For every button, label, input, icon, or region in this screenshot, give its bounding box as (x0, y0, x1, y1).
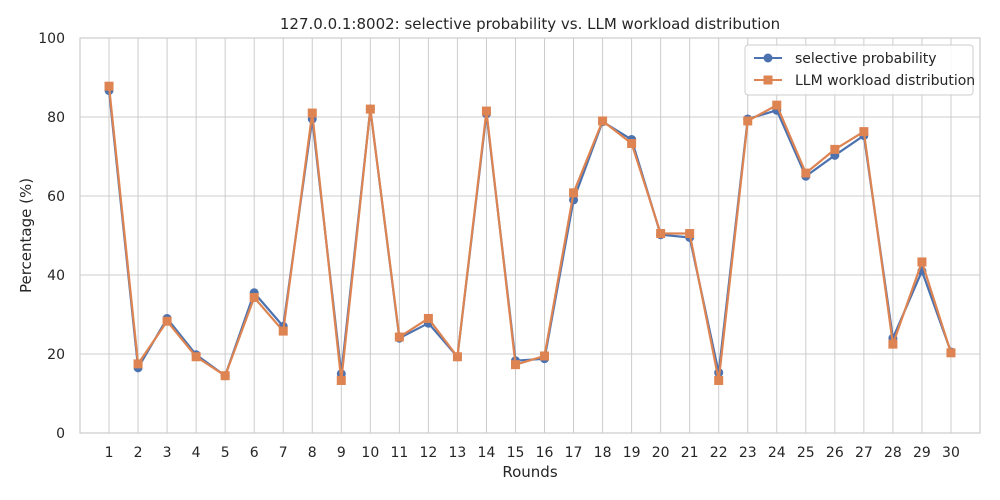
data-point-llm-workload-distribution (162, 316, 172, 326)
data-point-llm-workload-distribution (540, 351, 550, 361)
x-tick-label: 19 (623, 445, 641, 461)
series-line-llm-workload-distribution (107, 86, 953, 382)
x-axis-title: Rounds (502, 463, 557, 481)
data-point-llm-workload-distribution (888, 339, 898, 349)
x-tick-label: 12 (419, 445, 437, 461)
data-point-llm-workload-distribution (569, 188, 579, 198)
data-point-llm-workload-distribution (365, 104, 375, 114)
x-tick-label: 23 (739, 445, 757, 461)
series-llm-workload-distribution (104, 81, 956, 385)
data-point-llm-workload-distribution (394, 332, 404, 342)
x-tick-label: 21 (681, 445, 699, 461)
data-point-llm-workload-distribution (714, 375, 724, 385)
plot-area (80, 38, 980, 433)
x-tick-label: 3 (163, 445, 172, 461)
data-point-llm-workload-distribution (481, 106, 491, 116)
data-point-llm-workload-distribution (336, 375, 346, 385)
data-point-llm-workload-distribution (452, 352, 462, 362)
y-tick-label: 60 (47, 189, 65, 205)
legend-box (744, 44, 974, 96)
x-tick-label: 29 (913, 445, 931, 461)
y-tick-label: 80 (47, 110, 65, 126)
data-point-llm-workload-distribution (307, 108, 317, 118)
data-point-llm-workload-distribution (656, 229, 666, 239)
chart-title: 127.0.0.1:8002: selective probability vs… (280, 15, 780, 33)
data-point-llm-workload-distribution (510, 360, 520, 370)
x-tick-label: 16 (536, 445, 554, 461)
x-tick-label: 5 (221, 445, 230, 461)
x-tick-labels: 1 2 3 4 5 6 7 8 9 10 11 12 13 14 15 16 17 18 19 20 21 22 23 24 2… (105, 445, 960, 461)
x-tick-label: 7 (279, 445, 288, 461)
data-point-llm-workload-distribution (772, 100, 782, 110)
legend-label-selective-probability: selective probability (795, 51, 937, 67)
y-tick-label: 20 (47, 347, 65, 363)
x-tick-label: 11 (390, 445, 408, 461)
y-tick-labels: 0 20 40 60 80 100 (38, 31, 65, 442)
plot-frame (79, 37, 981, 434)
y-axis-title: Percentage (%) (17, 178, 35, 293)
x-tick-label: 18 (594, 445, 612, 461)
y-tick-label: 100 (38, 31, 65, 47)
data-point-llm-workload-distribution (685, 229, 695, 239)
legend-marker-llm-workload-distribution (763, 75, 773, 85)
x-tick-label: 14 (478, 445, 496, 461)
x-tick-label: 8 (308, 445, 317, 461)
x-tick-label: 24 (768, 445, 786, 461)
x-tick-label: 6 (250, 445, 259, 461)
legend-marker-selective-probability (763, 53, 773, 63)
x-tick-label: 17 (565, 445, 583, 461)
x-tick-label: 2 (134, 445, 143, 461)
x-tick-label: 20 (652, 445, 670, 461)
y-tick-label: 40 (47, 268, 65, 284)
data-point-llm-workload-distribution (278, 326, 288, 336)
x-tick-label: 26 (826, 445, 844, 461)
y-tick-label: 0 (56, 426, 65, 442)
x-tick-label: 9 (337, 445, 346, 461)
data-point-llm-workload-distribution (249, 293, 259, 303)
series-group (104, 81, 956, 385)
data-point-llm-workload-distribution (220, 371, 230, 381)
x-tick-label: 10 (361, 445, 379, 461)
x-tick-label: 15 (507, 445, 525, 461)
x-tick-label: 22 (710, 445, 728, 461)
x-tick-label: 30 (942, 445, 960, 461)
data-point-llm-workload-distribution (104, 81, 114, 91)
legend: selective probability LLM workload distr… (744, 44, 975, 96)
data-point-llm-workload-distribution (859, 127, 869, 137)
data-point-llm-workload-distribution (917, 257, 927, 267)
data-point-llm-workload-distribution (627, 138, 637, 148)
x-tick-label: 1 (105, 445, 114, 461)
data-point-llm-workload-distribution (133, 359, 143, 369)
data-point-llm-workload-distribution (743, 116, 753, 126)
x-tick-label: 13 (449, 445, 467, 461)
data-point-llm-workload-distribution (423, 313, 433, 323)
x-tick-label: 25 (797, 445, 815, 461)
data-point-llm-workload-distribution (598, 116, 608, 126)
x-tick-label: 4 (192, 445, 201, 461)
x-tick-label: 27 (855, 445, 873, 461)
data-point-llm-workload-distribution (830, 144, 840, 154)
legend-label-llm-workload-distribution: LLM workload distribution (795, 73, 975, 89)
data-point-llm-workload-distribution (946, 348, 956, 358)
data-point-llm-workload-distribution (801, 168, 811, 178)
data-point-llm-workload-distribution (191, 352, 201, 362)
x-tick-label: 28 (884, 445, 902, 461)
